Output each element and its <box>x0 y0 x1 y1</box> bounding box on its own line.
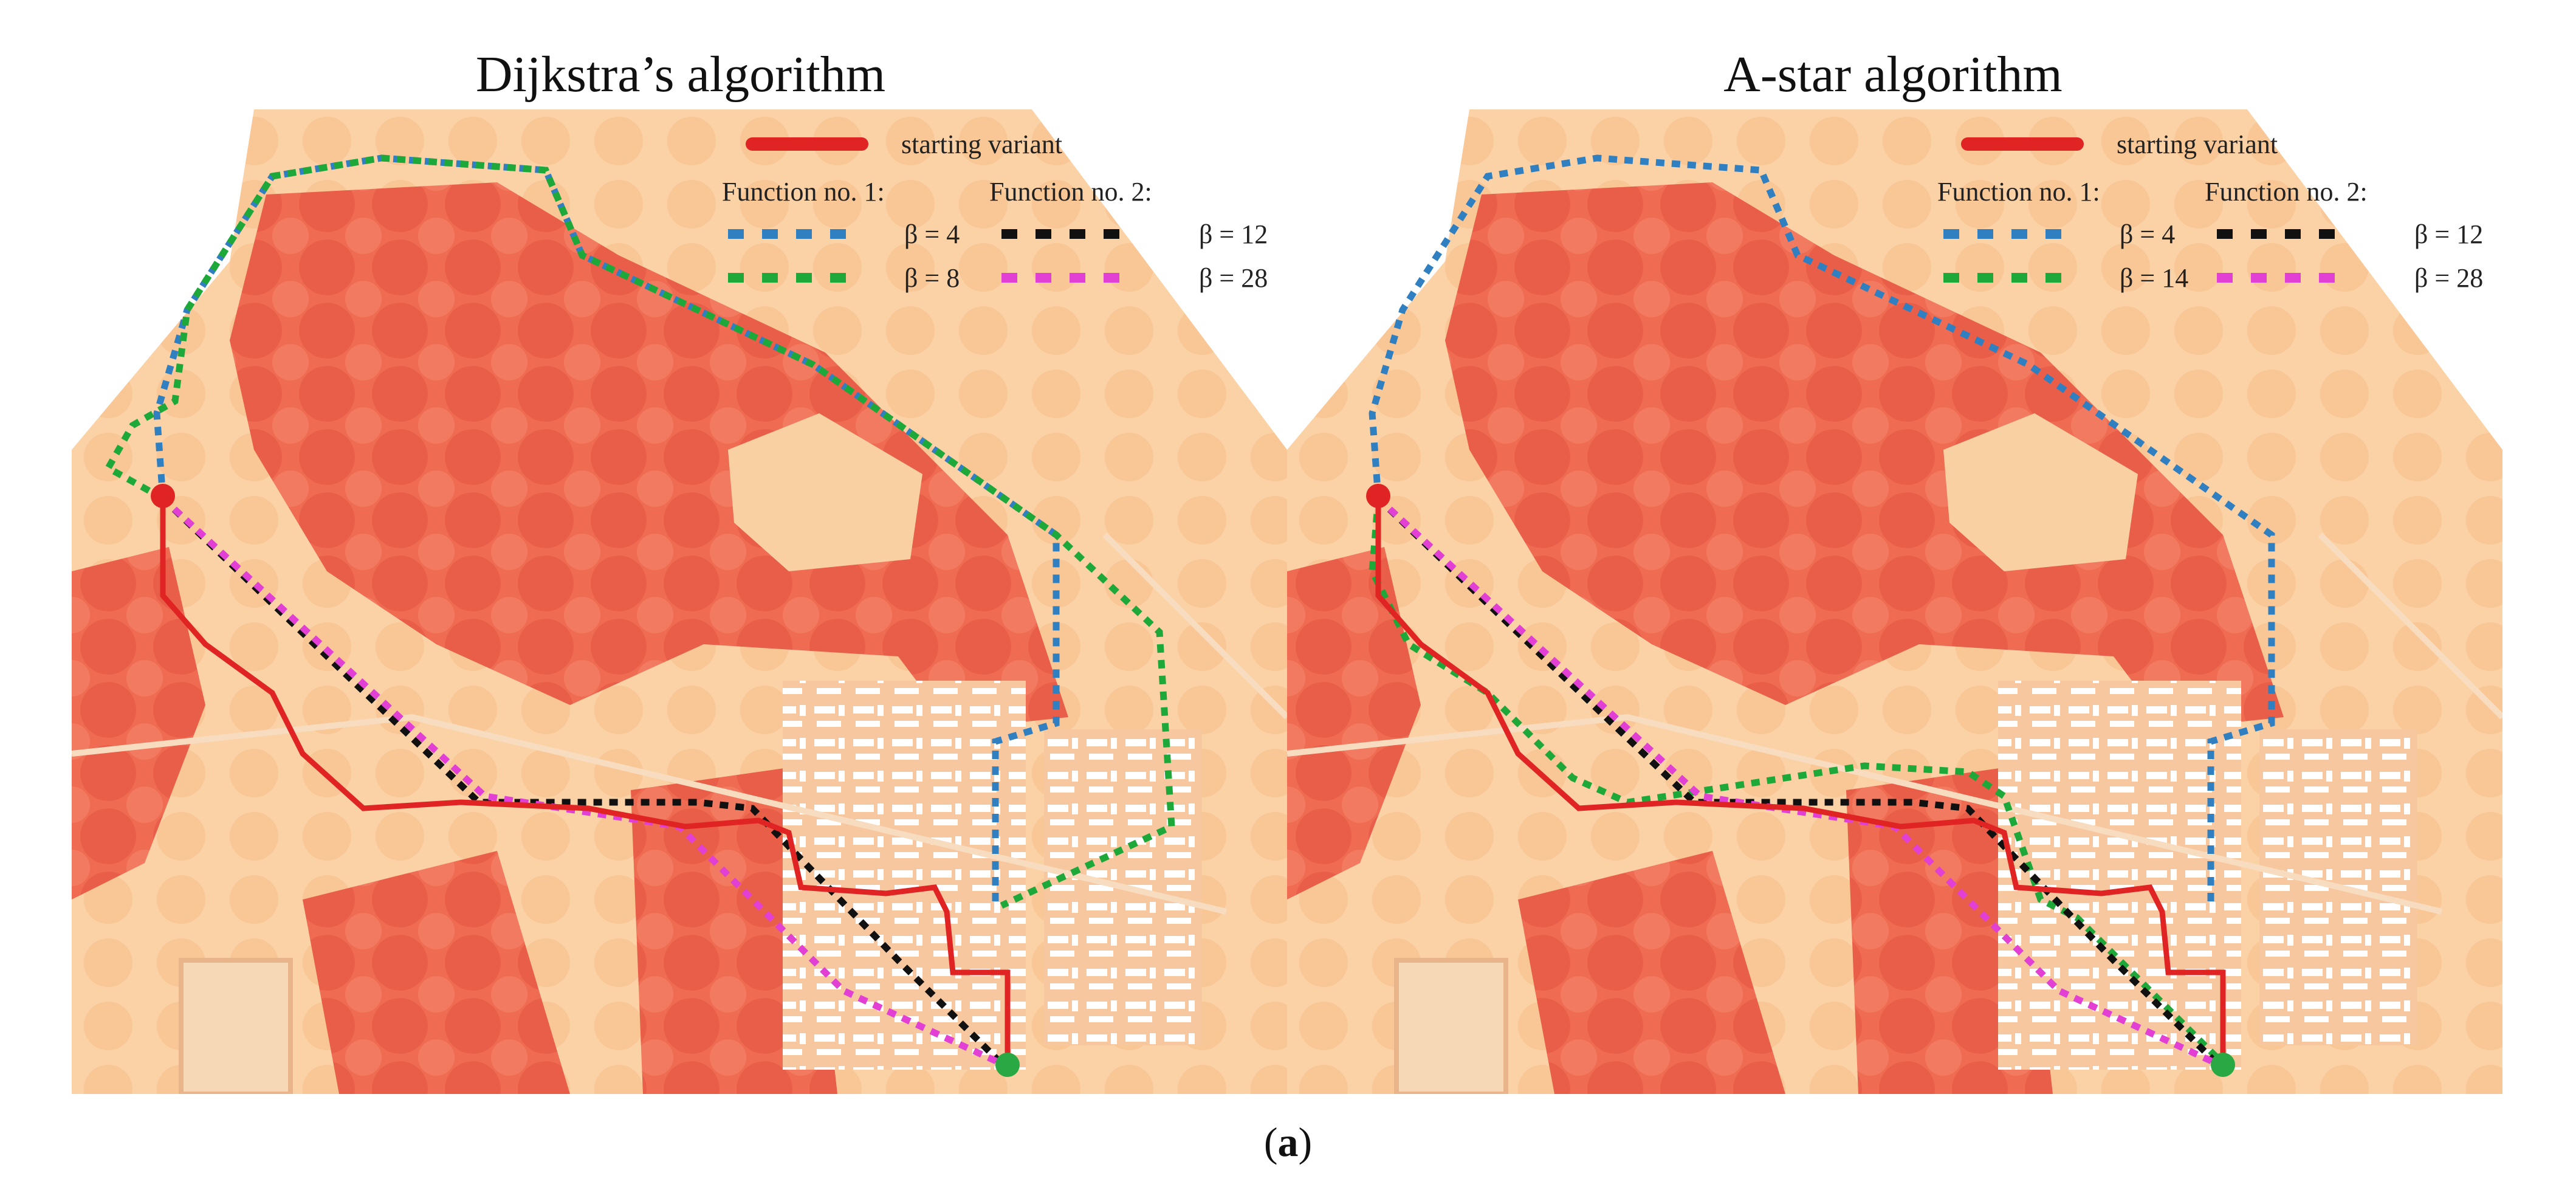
legend-f1-beta-b: β = 14 <box>2120 263 2188 293</box>
caption-close: ) <box>1298 1119 1313 1165</box>
route-f1-beta-a <box>1369 154 2275 906</box>
legend-starting-label: starting variant <box>901 129 1062 159</box>
legend-f2-beta-b: β = 28 <box>1199 263 1268 293</box>
route-f1-beta-b <box>103 154 1175 909</box>
figure-caption: (a) <box>0 1118 2576 1166</box>
route-starting-variant <box>1375 498 2226 1064</box>
caption-label: a <box>1277 1119 1299 1165</box>
legend-f2-beta-a: β = 12 <box>1199 219 1268 249</box>
legend-function2-label: Function no. 2: <box>2205 177 2368 207</box>
caption-open: ( <box>1263 1119 1278 1165</box>
legend-f1-beta-a: β = 4 <box>904 219 960 249</box>
legend-function2-label: Function no. 2: <box>989 177 1152 207</box>
legend: starting variant Function no. 1: Functio… <box>1937 129 2483 293</box>
left-panel-title: Dijkstra’s algorithm <box>475 46 886 103</box>
right-panel-title: A-star algorithm <box>1723 46 2063 103</box>
end-point <box>2211 1053 2235 1077</box>
route-starting-variant <box>160 498 1011 1064</box>
map-background <box>72 109 1287 1094</box>
legend: starting variant Function no. 1: Functio… <box>722 129 1268 293</box>
legend-f2-beta-a: β = 12 <box>2414 219 2483 249</box>
map-background <box>1287 109 2502 1094</box>
legend-f2-beta-b: β = 28 <box>2414 263 2483 293</box>
legend-f1-beta-b: β = 8 <box>904 263 960 293</box>
end-point <box>995 1053 1020 1077</box>
legend-f1-beta-a: β = 4 <box>2120 219 2175 249</box>
legend-function1-label: Function no. 1: <box>1937 177 2100 207</box>
route-f2-beta-a <box>160 496 1004 1066</box>
route-f1-beta-a <box>153 154 1060 906</box>
start-point <box>1366 484 1390 508</box>
astar-map: starting variant Function no. 1: Functio… <box>1287 109 2502 1094</box>
legend-function1-label: Function no. 1: <box>722 177 885 207</box>
legend-starting-label: starting variant <box>2117 129 2278 159</box>
route-f2-beta-a <box>1376 496 2219 1066</box>
dijkstra-map: starting variant Function no. 1: Functio… <box>72 109 1287 1094</box>
start-point <box>151 484 175 508</box>
